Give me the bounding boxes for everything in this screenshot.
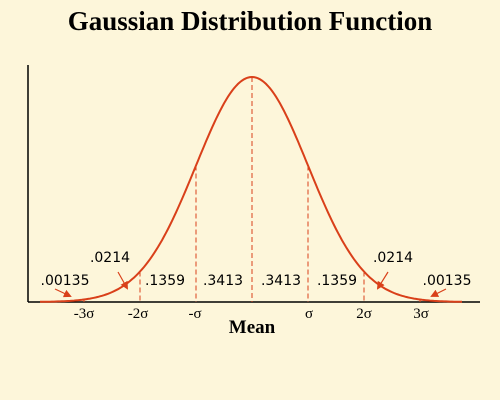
arrow: [117, 271, 128, 290]
region-label: .00135: [41, 273, 90, 289]
title: Gaussian Distribution Function: [68, 6, 433, 36]
axis-label: -2σ: [128, 306, 149, 322]
region-label: .0214: [90, 250, 130, 266]
region-label: .3413: [203, 273, 243, 289]
region-label: .3413: [261, 273, 301, 289]
mean-label: Mean: [229, 317, 276, 338]
region-label: .1359: [145, 273, 185, 289]
curve-group: [40, 75, 462, 303]
arrow: [376, 271, 389, 290]
curve: [40, 75, 462, 303]
axis-label: -3σ: [74, 306, 95, 322]
axis-label: 3σ: [413, 306, 429, 322]
axis-label: σ: [305, 306, 313, 322]
region-label: .1359: [317, 273, 357, 289]
arrow: [430, 288, 447, 297]
axis-label: 2σ: [356, 306, 372, 322]
arrow: [54, 288, 72, 298]
axis-label: -σ: [188, 306, 201, 322]
region-label: .00135: [423, 273, 472, 289]
region-label: .0214: [373, 250, 413, 266]
